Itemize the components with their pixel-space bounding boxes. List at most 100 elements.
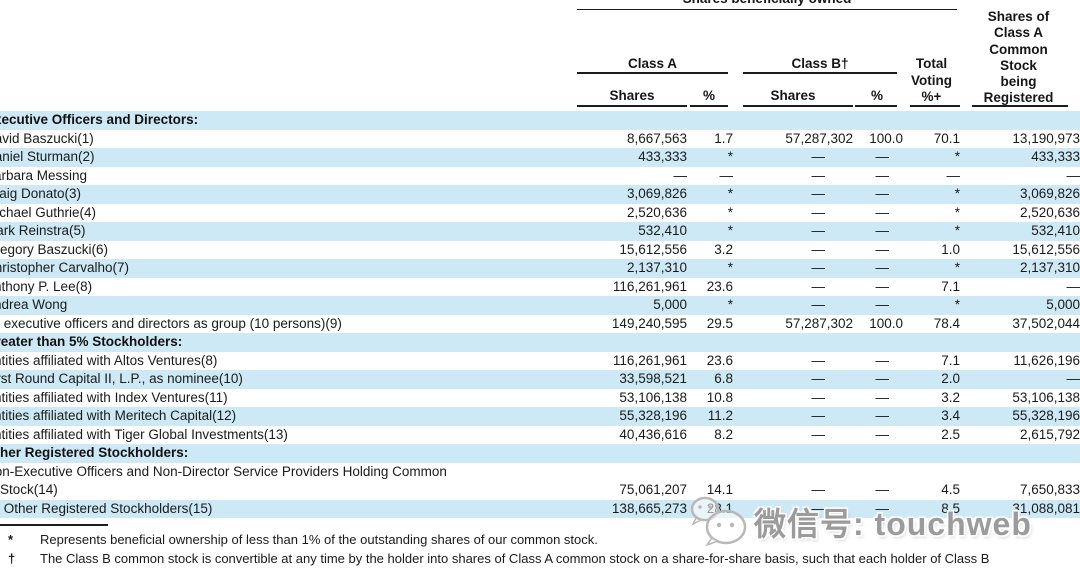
shares-registered-value: 13,190,973	[1012, 130, 1080, 146]
ownership-table: Executive Officers and Directors: David …	[0, 111, 1080, 518]
class-b-pct-value: —	[875, 186, 890, 201]
class-b-shares-value: —	[811, 482, 826, 497]
class-b-shares-value: —	[811, 186, 826, 201]
total-voting-column-header: Total Voting %+	[911, 56, 952, 104]
class-b-shares-value	[733, 111, 853, 130]
group-header-shares-beneficially-owned: Shares beneficially owned	[577, 0, 957, 6]
class-a-pct-value: 29.5	[706, 315, 733, 331]
class-b-pct-value	[853, 444, 903, 463]
shares-registered-value: 55,328,196	[1012, 408, 1080, 423]
total-voting-rule	[910, 105, 960, 107]
class-a-pct-value: 28.1	[706, 500, 733, 516]
stockholder-name: Entities affiliated with Tiger Global In…	[0, 426, 288, 442]
total-voting-pct-value: 7.1	[941, 278, 960, 294]
shares-registered-value	[960, 111, 1080, 130]
shares-registered-value	[960, 444, 1080, 463]
class-b-shares-value: —	[811, 500, 826, 516]
class-b-shares-value: —	[811, 241, 826, 257]
class-a-column-header: Class A	[627, 56, 678, 71]
stockholder-name: Anthony P. Lee(8)	[0, 278, 93, 294]
class-a-shares-value: 53,106,138	[619, 389, 687, 405]
class-b-shares-subheader: Shares	[770, 88, 816, 103]
class-b-shares-value: —	[811, 371, 826, 386]
class-b-pct-value	[853, 111, 903, 130]
total-voting-pct-value: *	[954, 297, 960, 312]
shares-registered-value	[960, 333, 1080, 352]
class-b-pct-value: —	[875, 426, 890, 442]
class-a-rule	[577, 72, 728, 74]
stockholder-name: Non-Executive Officers and Non-Director …	[0, 463, 447, 498]
class-a-shares-rule	[577, 105, 687, 107]
shares-registered-value: 532,410	[1031, 223, 1080, 238]
table-row: Michael Guthrie(4) 2,520,636 * — — * 2,5…	[0, 203, 1080, 222]
class-b-pct-value	[853, 333, 903, 352]
class-a-pct-value: *	[727, 260, 733, 275]
table-row: Christopher Carvalho(7) 2,137,310 * — — …	[0, 259, 1080, 278]
table-row: David Baszucki(1) 8,667,563 1.7 57,287,3…	[0, 129, 1080, 148]
class-b-shares-value: —	[811, 204, 826, 220]
class-a-pct-value	[687, 333, 733, 352]
total-voting-pct-value: 1.0	[941, 241, 960, 257]
total-voting-pct-value: 78.4	[933, 315, 960, 331]
class-a-shares-value: 138,665,273	[611, 500, 687, 516]
stockholder-name: Daniel Sturman(2)	[0, 149, 95, 164]
stockholder-name: David Baszucki(1)	[0, 130, 94, 146]
table-row: Entities affiliated with Meritech Capita…	[0, 407, 1080, 426]
class-a-shares-value: 33,598,521	[619, 371, 687, 386]
class-b-shares-value: —	[811, 389, 826, 405]
footnote-marker: *	[8, 532, 14, 547]
stockholder-name: Michael Guthrie(4)	[0, 204, 97, 220]
stockholder-name: Gregory Baszucki(6)	[0, 241, 109, 257]
total-voting-pct-value: 4.5	[941, 482, 960, 497]
footnote-text: The Class B common stock is convertible …	[40, 550, 990, 566]
total-voting-pct-value: 3.4	[941, 408, 960, 423]
stockholder-name: Christopher Carvalho(7)	[0, 260, 130, 275]
total-voting-pct-value	[903, 111, 960, 130]
shares-registered-value: —	[1066, 278, 1080, 294]
class-a-shares-value	[577, 444, 687, 463]
table-row: Craig Donato(3) 3,069,826 * — — * 3,069,…	[0, 185, 1080, 204]
stockholder-name: Other Registered Stockholders:	[0, 445, 189, 460]
shares-registered-value: 31,088,081	[1012, 500, 1080, 516]
stockholder-name: Greater than 5% Stockholders:	[0, 334, 183, 349]
shares-registered-value: 433,333	[1031, 149, 1080, 164]
class-b-pct-value: —	[875, 389, 890, 405]
shares-registered-value: —	[1066, 167, 1080, 183]
total-voting-pct-value	[903, 333, 960, 352]
class-b-shares-value: 57,287,302	[785, 130, 853, 146]
table-row: All Other Registered Stockholders(15) 13…	[0, 499, 1080, 518]
stockholder-name: Andrea Wong	[0, 297, 68, 312]
class-a-pct-value	[687, 111, 733, 130]
class-b-shares-rule	[743, 105, 853, 107]
class-a-shares-value: 75,061,207	[619, 482, 687, 497]
shares-registered-value: —	[1066, 371, 1080, 386]
class-b-pct-value: —	[875, 297, 890, 312]
table-row: All executive officers and directors as …	[0, 314, 1080, 333]
stockholder-name: Barbara Messing	[0, 167, 88, 183]
class-a-shares-value	[577, 333, 687, 352]
class-a-pct-value: 8.2	[714, 426, 733, 442]
class-a-shares-value: 116,261,961	[612, 352, 687, 368]
total-voting-pct-value: *	[954, 149, 960, 164]
class-b-shares-value	[733, 444, 853, 463]
total-voting-pct-value: *	[954, 186, 960, 201]
class-b-column-header: Class B†	[791, 56, 849, 71]
table-row: Non-Executive Officers and Non-Director …	[0, 462, 1080, 500]
class-a-shares-value: 532,410	[638, 223, 687, 238]
stockholder-name: Entities affiliated with Meritech Capita…	[0, 408, 237, 423]
class-b-shares-value	[733, 333, 853, 352]
total-voting-pct-value: *	[954, 260, 960, 275]
class-b-pct-value: 100.0	[869, 315, 903, 331]
table-row: Gregory Baszucki(6) 15,612,556 3.2 — — 1…	[0, 240, 1080, 259]
class-a-pct-value: 11.2	[707, 408, 733, 423]
table-row: Daniel Sturman(2) 433,333 * — — * 433,33…	[0, 148, 1080, 167]
class-a-pct-value	[687, 444, 733, 463]
class-b-pct-value: —	[875, 167, 890, 183]
class-a-pct-value: 3.2	[714, 241, 733, 257]
total-voting-pct-value	[903, 444, 960, 463]
class-a-shares-value: —	[673, 167, 688, 183]
table-row: First Round Capital II, L.P., as nominee…	[0, 370, 1080, 389]
table-row: Greater than 5% Stockholders:	[0, 333, 1080, 352]
class-b-shares-value: —	[811, 260, 826, 275]
